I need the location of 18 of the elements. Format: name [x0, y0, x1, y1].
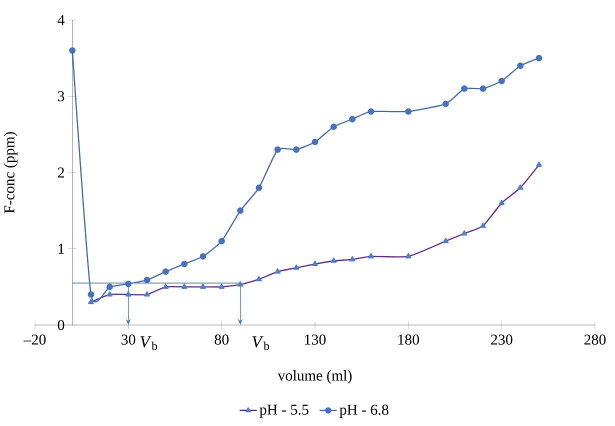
x-tick-label: 80: [214, 334, 229, 345]
y-tick-label: 3: [58, 91, 64, 102]
y-axis-title: F-conc (ppm): [4, 132, 18, 214]
x-tick-label: 30: [122, 334, 136, 345]
x-axis-title: volume (ml): [278, 370, 352, 384]
x-tick-label: 230: [491, 334, 512, 345]
y-tick-label: 1: [58, 244, 64, 254]
y-tick-label: 2: [58, 168, 64, 178]
y-tick-label: 0: [58, 320, 64, 330]
x-tick-label: –20: [24, 334, 46, 345]
y-tick-label: 4: [58, 15, 65, 25]
legend-label: pH - 5.5: [260, 404, 308, 418]
x-tick-label: 280: [584, 334, 606, 345]
x-tick-label: 130: [305, 334, 326, 345]
x-tick-label: 180: [398, 334, 420, 345]
annotation: V$_{b}$: [140, 336, 158, 350]
annotation: V$_{b}$: [252, 336, 270, 350]
legend-label: pH - 6.8: [340, 404, 388, 418]
